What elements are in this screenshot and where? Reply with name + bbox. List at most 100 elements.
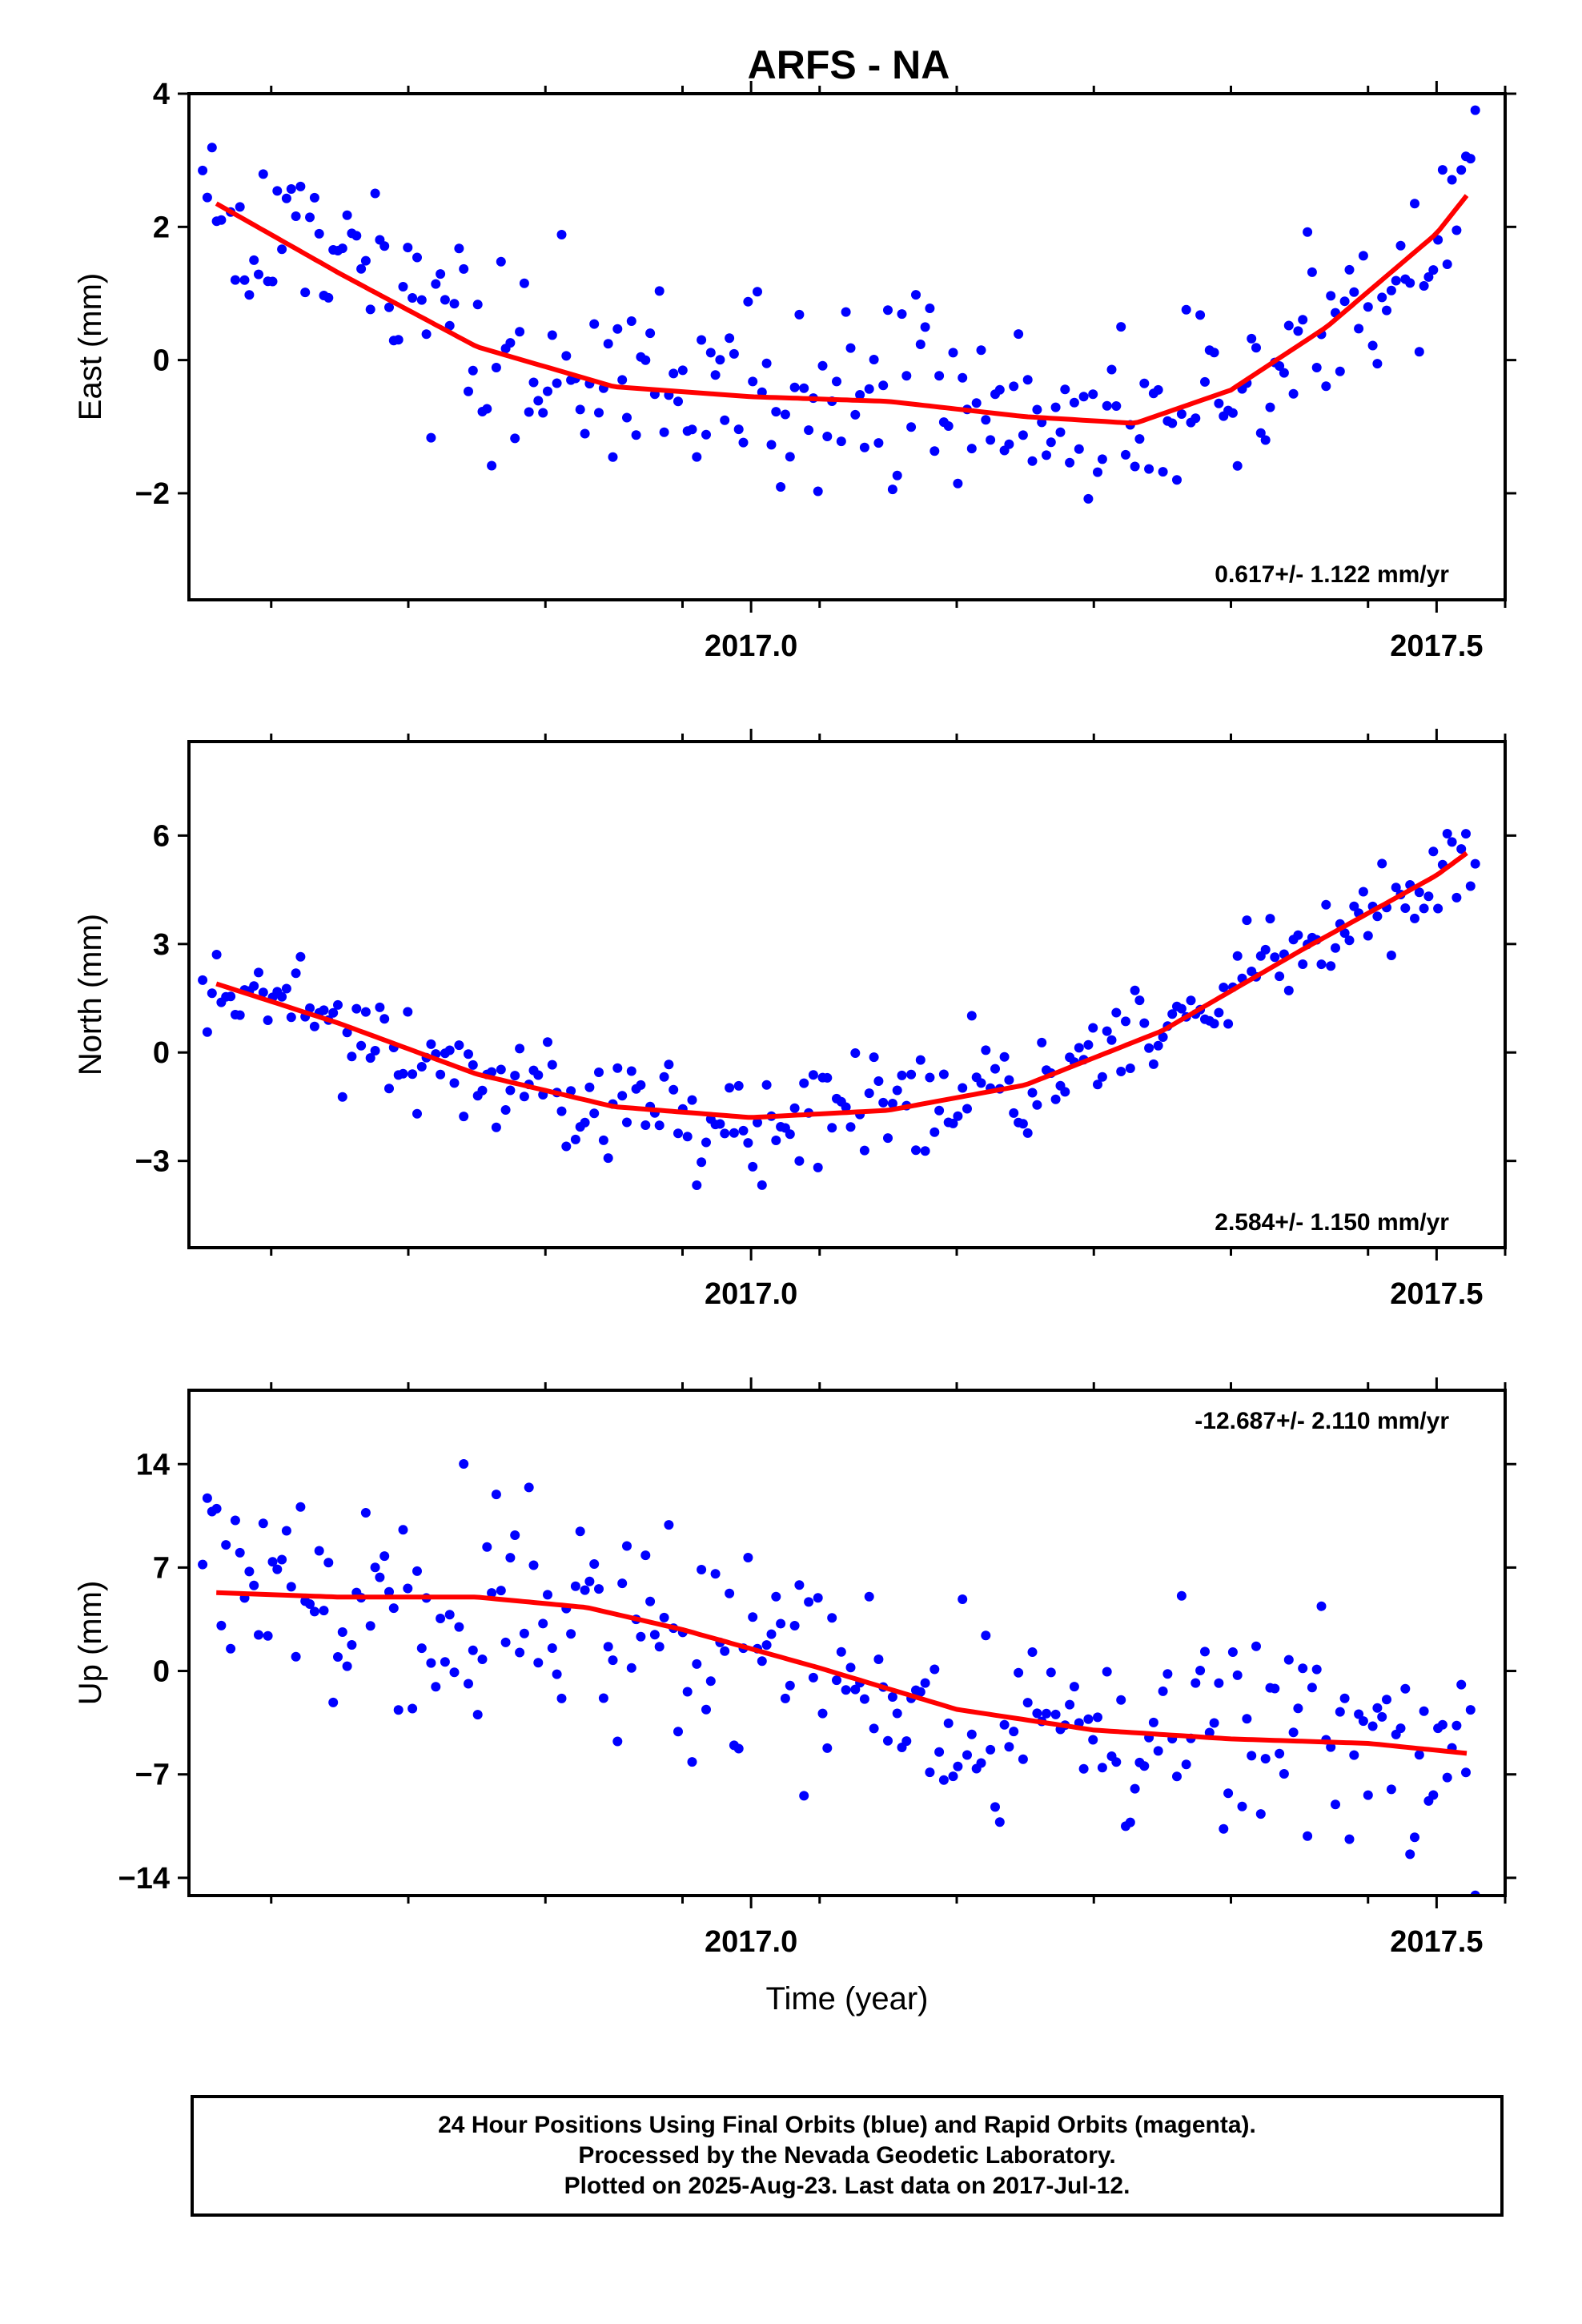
data-point bbox=[1260, 1754, 1271, 1764]
data-point bbox=[1283, 985, 1294, 995]
data-point bbox=[436, 1069, 446, 1080]
data-point bbox=[883, 1133, 893, 1144]
data-point bbox=[1437, 165, 1447, 175]
data-point bbox=[594, 1068, 604, 1077]
data-point bbox=[1069, 1682, 1079, 1692]
data-point bbox=[510, 433, 520, 444]
data-point bbox=[459, 1459, 469, 1469]
data-point bbox=[990, 1802, 1000, 1812]
data-point bbox=[654, 1642, 665, 1652]
data-point bbox=[538, 1618, 548, 1629]
data-point bbox=[594, 1584, 604, 1594]
data-point bbox=[412, 252, 422, 263]
data-point bbox=[202, 1027, 212, 1037]
data-point bbox=[1367, 340, 1378, 351]
data-point bbox=[365, 1621, 375, 1631]
data-point bbox=[1134, 995, 1145, 1006]
data-point bbox=[570, 1134, 580, 1144]
data-point bbox=[753, 287, 762, 297]
data-point bbox=[594, 408, 604, 418]
data-point bbox=[1223, 1788, 1234, 1799]
data-point bbox=[687, 424, 697, 435]
data-point bbox=[1009, 1108, 1019, 1118]
data-point bbox=[981, 415, 991, 425]
data-point bbox=[1270, 952, 1280, 963]
data-point bbox=[958, 372, 968, 383]
data-point bbox=[1470, 105, 1480, 115]
data-point bbox=[403, 1583, 413, 1594]
data-point bbox=[426, 432, 436, 443]
data-point bbox=[1032, 404, 1042, 415]
data-point bbox=[1074, 444, 1084, 454]
data-point bbox=[342, 1661, 352, 1671]
data-point bbox=[1125, 1063, 1135, 1073]
data-point bbox=[645, 328, 656, 339]
data-point bbox=[1116, 322, 1126, 332]
data-point bbox=[673, 1128, 683, 1139]
data-point bbox=[859, 442, 869, 452]
data-point bbox=[1419, 1706, 1429, 1716]
data-point bbox=[999, 1051, 1010, 1062]
data-point bbox=[622, 412, 632, 423]
data-point bbox=[412, 1108, 422, 1119]
data-point bbox=[1344, 1834, 1355, 1844]
data-point bbox=[1209, 1718, 1219, 1728]
data-point bbox=[1293, 326, 1303, 336]
data-point bbox=[1363, 302, 1373, 312]
data-point bbox=[1372, 359, 1383, 369]
data-point bbox=[244, 1566, 255, 1577]
data-point bbox=[1275, 1748, 1285, 1759]
data-point bbox=[1093, 1080, 1102, 1090]
data-point bbox=[1022, 1128, 1033, 1138]
data-point bbox=[804, 425, 814, 436]
y-tick-label: 4 bbox=[153, 78, 170, 111]
data-point bbox=[780, 409, 790, 420]
data-point bbox=[715, 355, 725, 365]
data-point bbox=[500, 1637, 511, 1647]
data-point bbox=[1335, 366, 1345, 376]
data-point bbox=[1050, 1094, 1061, 1104]
data-point bbox=[766, 440, 777, 450]
data-point bbox=[1195, 310, 1206, 320]
data-point bbox=[930, 446, 940, 456]
x-tick-label: 2017.0 bbox=[705, 1277, 797, 1311]
data-point bbox=[990, 1063, 1000, 1074]
data-point bbox=[1410, 1832, 1419, 1843]
data-point bbox=[1214, 1678, 1224, 1688]
data-point bbox=[1339, 928, 1350, 939]
data-point bbox=[468, 365, 478, 376]
data-point bbox=[328, 1697, 339, 1707]
data-point bbox=[1433, 903, 1443, 914]
data-point bbox=[725, 1083, 735, 1093]
data-point bbox=[211, 950, 222, 959]
data-point bbox=[1298, 959, 1308, 969]
data-point bbox=[640, 1120, 651, 1130]
data-point bbox=[948, 348, 958, 358]
data-point bbox=[841, 1102, 851, 1112]
data-point bbox=[1009, 1727, 1019, 1737]
data-point bbox=[375, 1572, 385, 1582]
data-point bbox=[1083, 1039, 1094, 1050]
data-point bbox=[556, 1693, 567, 1703]
data-point bbox=[566, 1086, 576, 1096]
data-point bbox=[692, 1180, 702, 1190]
data-point bbox=[491, 363, 501, 372]
data-point bbox=[1074, 1043, 1084, 1053]
data-point bbox=[785, 452, 795, 462]
data-point bbox=[883, 1735, 893, 1746]
data-point bbox=[272, 186, 283, 196]
data-point bbox=[589, 319, 600, 329]
data-point bbox=[1288, 388, 1299, 399]
data-point bbox=[230, 275, 240, 285]
data-point bbox=[1456, 165, 1467, 175]
data-point bbox=[365, 1053, 375, 1063]
data-point bbox=[1078, 392, 1089, 402]
data-point bbox=[416, 1062, 427, 1072]
data-point bbox=[915, 340, 926, 349]
data-point bbox=[1042, 450, 1051, 460]
data-point bbox=[859, 1145, 869, 1156]
data-point bbox=[468, 1645, 478, 1655]
data-point bbox=[705, 1676, 716, 1687]
data-point bbox=[254, 1630, 263, 1640]
data-point bbox=[449, 1667, 460, 1678]
